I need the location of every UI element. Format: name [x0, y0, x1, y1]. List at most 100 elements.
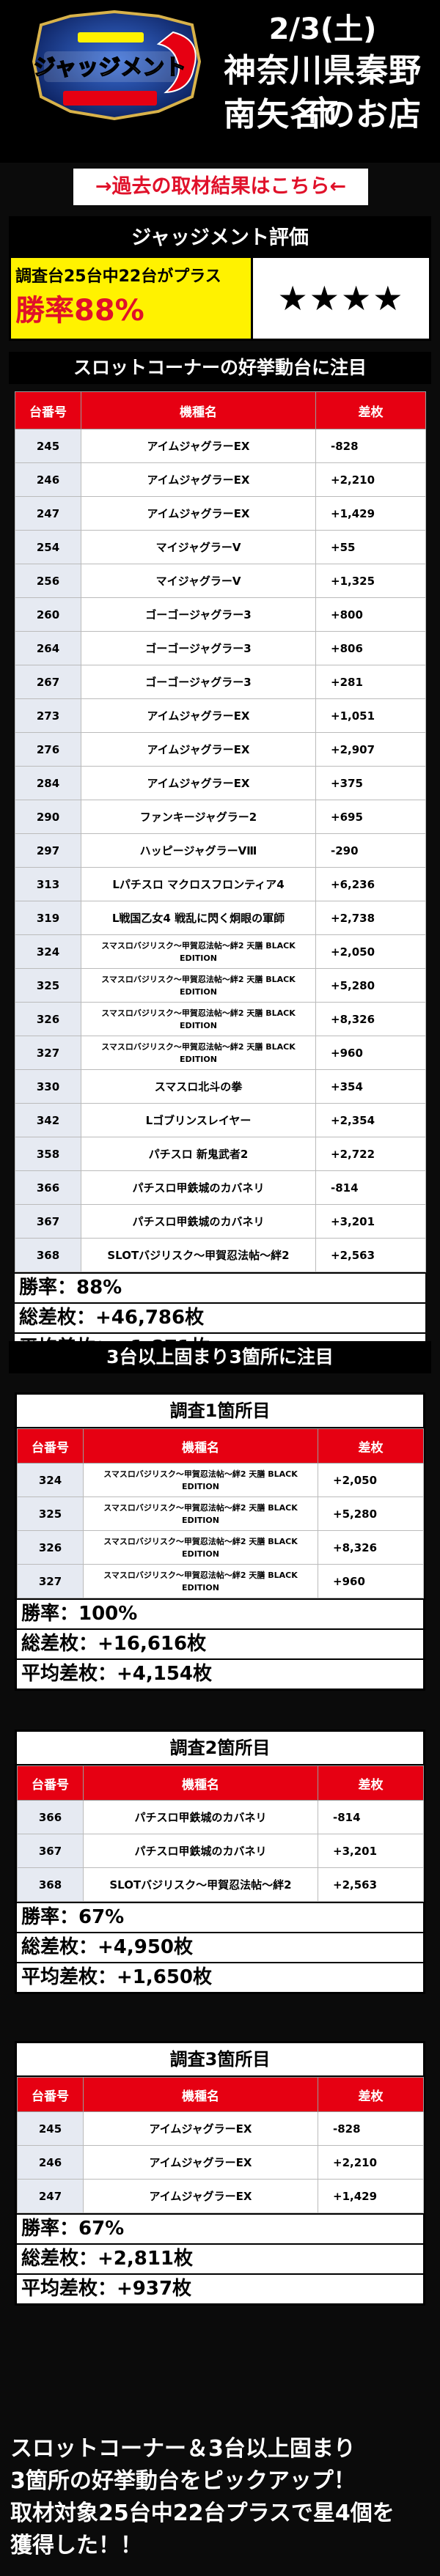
machine-number: 246	[17, 2145, 84, 2180]
judgment-logo: ジャッジメント	[32, 10, 202, 120]
coin-diff: +5,280	[315, 968, 426, 1003]
store-location-line2: 南矢名のお店	[224, 96, 422, 133]
header-machine-no: 台番号	[17, 2077, 84, 2112]
machine-name: SLOTバジリスク～甲賀忍法帖～絆2	[83, 1867, 318, 1902]
table-row: 246 アイムジャグラーEX +2,210	[15, 462, 426, 497]
machine-name: パチスロ甲鉄城のカバネリ	[81, 1170, 316, 1205]
table-row: 367 パチスロ甲鉄城のカバネリ +3,201	[17, 1834, 424, 1868]
coin-diff: +1,051	[315, 698, 426, 733]
header-machine-name: 機種名	[81, 391, 316, 429]
footer-message: スロットコーナー＆3台以上固まり 3箇所の好挙動台をピックアップ！ 取材対象25…	[10, 2433, 436, 2562]
machine-number: 256	[15, 564, 81, 598]
coin-diff: +1,429	[318, 2179, 424, 2213]
coin-diff: +2,907	[315, 732, 426, 767]
machine-name: アイムジャグラーEX	[81, 732, 316, 767]
cluster-section-title: 3台以上固まり3箇所に注目	[9, 1341, 431, 1373]
coin-diff: -814	[315, 1170, 426, 1205]
machine-name: マイジャグラーV	[81, 530, 316, 564]
machine-number: 324	[17, 1463, 84, 1497]
slot-table: 台番号 機種名 差枚 245 アイムジャグラーEX -828 246 アイムジャグラーE…	[15, 391, 426, 1272]
table-row: 325 スマスロバジリスク～甲賀忍法帖～絆2 天膳 BLACK EDITION +5…	[17, 1496, 424, 1531]
machine-number: 247	[17, 2179, 84, 2213]
coin-diff: +960	[315, 1036, 426, 1070]
machine-name: ファンキージャグラー2	[81, 800, 316, 834]
table-header-row: 台番号 機種名 差枚	[17, 2077, 424, 2112]
machine-name: パチスロ 新鬼武者2	[81, 1137, 316, 1171]
header-diff: 差枚	[318, 1765, 424, 1801]
cluster-group-1: 調査1箇所目 台番号 機種名 差枚 324 スマスロバジリスク～甲賀忍法帖～絆2 …	[15, 1392, 425, 1691]
table-row: 256 マイジャグラーV +1,325	[15, 564, 426, 598]
coin-diff: +8,326	[318, 1530, 424, 1565]
machine-name: スマスロバジリスク～甲賀忍法帖～絆2 天膳 BLACK EDITION	[81, 934, 316, 969]
machine-number: 264	[15, 631, 81, 665]
table-row: 267 ゴーゴージャグラー3 +281	[15, 665, 426, 699]
table-row: 297 ハッピージャグラーVⅢ -290	[15, 833, 426, 868]
table-row: 326 スマスロバジリスク～甲賀忍法帖～絆2 天膳 BLACK EDITION +8…	[17, 1530, 424, 1565]
coin-diff: +6,236	[315, 867, 426, 901]
coin-diff: +2,210	[315, 462, 426, 497]
coin-diff: -814	[318, 1800, 424, 1834]
header-diff: 差枚	[315, 391, 426, 429]
machine-name: スマスロバジリスク～甲賀忍法帖～絆2 天膳 BLACK EDITION	[83, 1496, 318, 1531]
coin-diff: +2,722	[315, 1137, 426, 1171]
judgment-summary-line: 調査台25台中22台がプラス	[15, 267, 221, 286]
table-header-row: 台番号 機種名 差枚	[15, 391, 426, 429]
cluster-group-2-title: 調査2箇所目	[17, 1732, 423, 1765]
machine-number: 366	[17, 1800, 84, 1834]
cluster-group-3-total: 総差枚：+2,811枚	[17, 2245, 423, 2275]
cluster-group-1-total: 総差枚：+16,616枚	[17, 1630, 423, 1660]
machine-name: ゴーゴージャグラー3	[81, 631, 316, 665]
machine-name: アイムジャグラーEX	[83, 2111, 318, 2146]
cluster-group-3-body: 245 アイムジャグラーEX -828 246 アイムジャグラーEX +2,210 247 ア…	[17, 2111, 424, 2213]
cluster-group-3-average: 平均差枚：+937枚	[21, 2278, 192, 2300]
judgment-stars: ★★★★	[277, 278, 405, 318]
machine-name: パチスロ甲鉄城のカバネリ	[83, 1800, 318, 1834]
machine-number: 367	[17, 1834, 84, 1868]
slot-section-title: スロットコーナーの好挙動台に注目	[9, 352, 431, 384]
machine-name: ハッピージャグラーVⅢ	[81, 833, 316, 868]
store-location-line1: 神奈川県秦野市	[224, 52, 422, 132]
table-row: 246 アイムジャグラーEX +2,210	[17, 2145, 424, 2180]
coin-diff: +354	[315, 1069, 426, 1104]
header: ジャッジメント 2/3(土) 神奈川県秦野市 南矢名のお店	[0, 0, 440, 163]
table-row: 276 アイムジャグラーEX +2,907	[15, 732, 426, 767]
table-row: 325 スマスロバジリスク～甲賀忍法帖～絆2 天膳 BLACK EDITION +5…	[15, 968, 426, 1003]
machine-number: 325	[17, 1496, 84, 1531]
coin-diff: -828	[318, 2111, 424, 2146]
cluster-group-3-table: 台番号 機種名 差枚 245 アイムジャグラーEX -828 246 アイムジャグラーE…	[17, 2077, 424, 2213]
coin-diff: +2,050	[315, 934, 426, 969]
footer-line-3: 取材対象25台中22台プラスで星4個を	[10, 2501, 395, 2526]
past-results-link[interactable]: →過去の取材結果はこちら←	[73, 169, 368, 205]
machine-name: Lパチスロ マクロスフロンティア4	[81, 867, 316, 901]
machine-name: スマスロバジリスク～甲賀忍法帖～絆2 天膳 BLACK EDITION	[83, 1564, 318, 1598]
coin-diff: +806	[315, 631, 426, 665]
machine-name: スマスロバジリスク～甲賀忍法帖～絆2 天膳 BLACK EDITION	[83, 1463, 318, 1497]
machine-name: スマスロバジリスク～甲賀忍法帖～絆2 天膳 BLACK EDITION	[81, 968, 316, 1003]
machine-name: パチスロ甲鉄城のカバネリ	[83, 1834, 318, 1868]
table-row: 368 SLOTバジリスク～甲賀忍法帖～絆2 +2,563	[15, 1238, 426, 1272]
machine-name: Lゴブリンスレイヤー	[81, 1103, 316, 1137]
judgment-box: ジャッジメント評価 調査台25台中22台がプラス 勝率88% ★★★★	[9, 216, 431, 341]
machine-name: スマスロバジリスク～甲賀忍法帖～絆2 天膳 BLACK EDITION	[83, 1530, 318, 1565]
judgment-win-rate: 勝率88%	[15, 294, 144, 328]
cluster-group-1-average: 平均差枚：+4,154枚	[21, 1663, 213, 1685]
machine-name: L戦国乙女4 戦乱に閃く炯眼の軍師	[81, 901, 316, 935]
coin-diff: +960	[318, 1564, 424, 1598]
table-row: 313 Lパチスロ マクロスフロンティア4 +6,236	[15, 867, 426, 901]
table-row: 254 マイジャグラーV +55	[15, 530, 426, 564]
machine-name: スマスロバジリスク～甲賀忍法帖～絆2 天膳 BLACK EDITION	[81, 1036, 316, 1070]
machine-number: 245	[17, 2111, 84, 2146]
coin-diff: +2,563	[318, 1867, 424, 1902]
machine-number: 342	[15, 1103, 81, 1137]
coin-diff: -290	[315, 833, 426, 868]
table-row: 284 アイムジャグラーEX +375	[15, 766, 426, 800]
coin-diff: +2,738	[315, 901, 426, 935]
cluster-group-2-win-rate: 勝率：67%	[17, 1903, 423, 1933]
table-row: 368 SLOTバジリスク～甲賀忍法帖～絆2 +2,563	[17, 1867, 424, 1902]
slot-table-body: 245 アイムジャグラーEX -828 246 アイムジャグラーEX +2,210 247 ア…	[15, 429, 426, 1272]
cluster-group-1-table: 台番号 機種名 差枚 324 スマスロバジリスク～甲賀忍法帖～絆2 天膳 BLAC…	[17, 1428, 424, 1598]
table-row: 245 アイムジャグラーEX -828	[17, 2111, 424, 2146]
cluster-group-3-summary: 勝率：67% 総差枚：+2,811枚 平均差枚：+937枚	[17, 2213, 423, 2303]
machine-number: 313	[15, 867, 81, 901]
table-row: 273 アイムジャグラーEX +1,051	[15, 698, 426, 733]
